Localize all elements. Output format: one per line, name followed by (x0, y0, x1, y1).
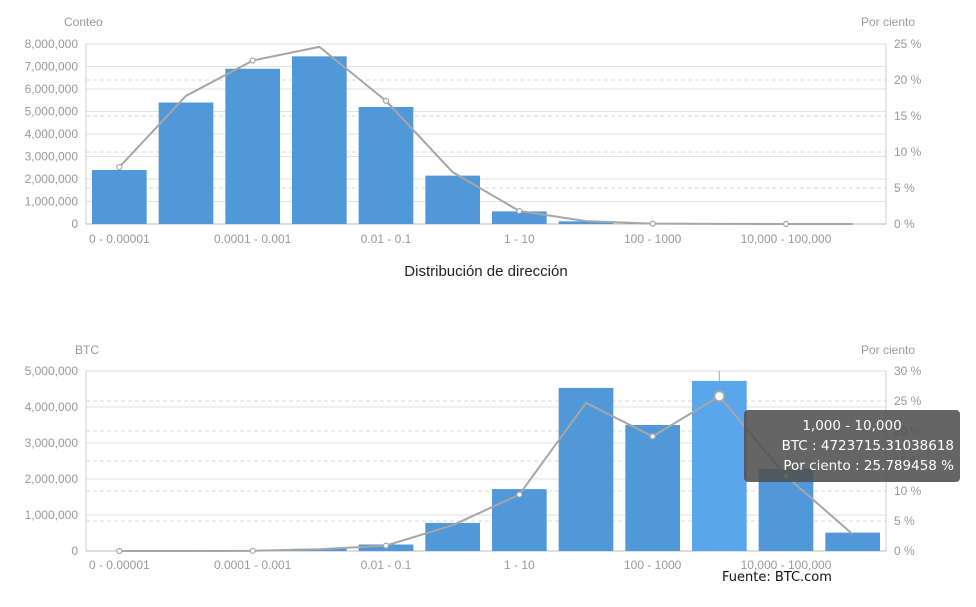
y-right-tick-label: 25 % (894, 37, 922, 51)
percent-line-point (250, 548, 255, 553)
y-left-tick-label: 5,000,000 (25, 364, 79, 378)
y-right-tick-label: 10 % (894, 145, 922, 159)
tooltip-percent-value: Por ciento : 25.789458 % (750, 456, 954, 476)
bar (359, 107, 414, 224)
x-tick-label: 1 - 10 (504, 558, 535, 572)
percent-line-point (117, 165, 122, 170)
y-left-tick-label: 2,000,000 (25, 172, 79, 186)
y-left-tick-label: 4,000,000 (25, 400, 79, 414)
y-right-axis-title: Por ciento (861, 343, 915, 357)
x-tick-label: 0.0001 - 0.001 (214, 558, 292, 572)
y-left-tick-label: 8,000,000 (25, 37, 79, 51)
bar (625, 425, 680, 551)
y-left-tick-label: 7,000,000 (25, 60, 79, 74)
percent-line-point (384, 543, 389, 548)
x-tick-label: 100 - 1000 (624, 232, 682, 246)
percent-line-point (517, 492, 522, 497)
bar (692, 381, 747, 551)
y-left-tick-label: 6,000,000 (25, 82, 79, 96)
bar (159, 103, 214, 225)
y-left-tick-label: 0 (71, 217, 78, 231)
percent-line-point (384, 98, 389, 103)
x-tick-label: 0.0001 - 0.001 (214, 232, 292, 246)
y-right-axis-title: Por ciento (861, 15, 915, 29)
tooltip-title: 1,000 - 10,000 (750, 416, 954, 436)
x-tick-label: 0.01 - 0.1 (361, 232, 412, 246)
x-tick-label: 0 - 0.00001 (89, 558, 150, 572)
x-tick-label: 100 - 1000 (624, 558, 682, 572)
y-right-tick-label: 15 % (894, 109, 922, 123)
y-right-tick-label: 5 % (894, 514, 915, 528)
y-left-axis-title: Conteo (64, 15, 103, 29)
percent-line-point (650, 221, 655, 226)
x-tick-label: 1 - 10 (504, 232, 535, 246)
x-tick-label: 10,000 - 100,000 (741, 232, 832, 246)
y-right-tick-label: 25 % (894, 394, 922, 408)
bar (425, 523, 480, 551)
percent-line-point (784, 222, 789, 227)
bar (225, 69, 280, 224)
highlighted-point (714, 391, 724, 401)
y-left-tick-label: 5,000,000 (25, 105, 79, 119)
bar (292, 56, 347, 224)
bar (492, 489, 547, 551)
between-title: Distribución de dirección (404, 263, 567, 280)
bar (825, 533, 880, 551)
x-tick-label: 0 - 0.00001 (89, 232, 150, 246)
y-right-tick-label: 0 % (894, 544, 915, 558)
percent-line-point (250, 58, 255, 63)
y-right-tick-label: 0 % (894, 217, 915, 231)
y-right-tick-label: 20 % (894, 73, 922, 87)
tooltip-btc-value: BTC : 4723715.31038618 (750, 436, 954, 456)
source-credit: Fuente: BTC.com (722, 570, 832, 585)
x-tick-label: 0.01 - 0.1 (361, 558, 412, 572)
y-right-tick-label: 30 % (894, 364, 922, 378)
percent-line-point (650, 434, 655, 439)
chart-tooltip: 1,000 - 10,000 BTC : 4723715.31038618 Po… (744, 410, 960, 482)
y-right-tick-label: 10 % (894, 484, 922, 498)
bar (92, 170, 147, 224)
y-left-axis-title: BTC (75, 343, 99, 357)
y-left-tick-label: 3,000,000 (25, 150, 79, 164)
percent-line-point (517, 209, 522, 214)
y-left-tick-label: 3,000,000 (25, 436, 79, 450)
y-left-tick-label: 0 (71, 544, 78, 558)
y-left-tick-label: 2,000,000 (25, 472, 79, 486)
y-left-tick-label: 1,000,000 (25, 508, 79, 522)
y-left-tick-label: 4,000,000 (25, 127, 79, 141)
y-right-tick-label: 5 % (894, 181, 915, 195)
y-left-tick-label: 1,000,000 (25, 195, 79, 209)
percent-line-point (117, 549, 122, 554)
